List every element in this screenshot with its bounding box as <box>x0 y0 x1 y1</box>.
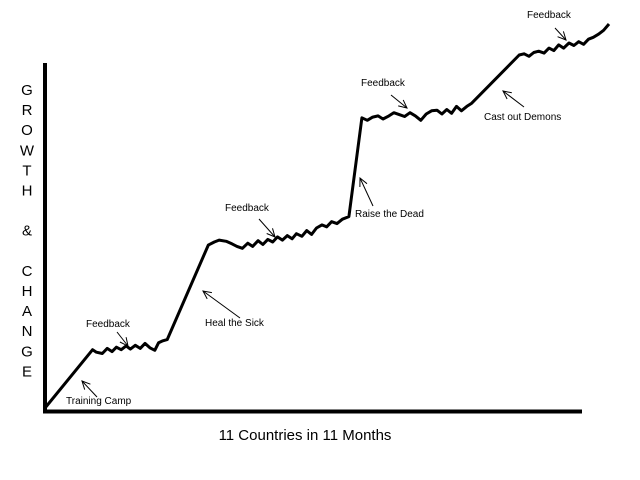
annotation-arrowhead <box>359 176 368 188</box>
series-line <box>43 23 611 409</box>
annotation-label: Raise the Dead <box>355 209 424 220</box>
annotation-label: Feedback <box>527 10 572 21</box>
annotation-arrow <box>359 177 374 207</box>
y-axis-label-letter: O <box>21 122 33 139</box>
y-axis-label-letter: R <box>22 102 33 119</box>
annotation-arrowhead <box>398 99 408 109</box>
annotation-label: Feedback <box>86 319 131 330</box>
y-axis-label-letter: E <box>22 363 32 380</box>
y-axis-label-letter: H <box>22 183 33 200</box>
y-axis-label-letter: & <box>22 223 32 240</box>
y-axis-label-letter: C <box>22 263 33 280</box>
annotation-arrow <box>258 218 276 238</box>
annotation-label: Cast out Demons <box>484 112 561 123</box>
y-axis-label-letter: W <box>20 142 35 159</box>
annotations: Training Camp Feedback Heal the Sick Feedba… <box>66 10 572 407</box>
annotation-arrow <box>116 331 129 347</box>
annotation-label: Training Camp <box>66 396 132 407</box>
y-axis-label-letter: T <box>22 162 31 179</box>
y-axis-label-letter: H <box>22 283 33 300</box>
annotation-arrowhead <box>557 31 567 41</box>
annotation-label: Feedback <box>225 203 270 214</box>
y-axis-label-letter: G <box>21 343 33 360</box>
annotation-arrow <box>390 94 408 109</box>
series-group <box>43 23 611 409</box>
annotation-arrowhead <box>266 228 276 238</box>
annotation-arrow <box>81 380 98 398</box>
annotation-arrowhead <box>502 90 512 100</box>
x-axis-label: 11 Countries in 11 Months <box>219 427 392 444</box>
annotation-arrowhead <box>202 290 212 300</box>
annotation-arrow <box>502 90 525 108</box>
annotation-arrow <box>202 290 241 319</box>
annotation-label: Feedback <box>361 78 406 89</box>
annotation-arrowhead <box>81 380 91 390</box>
annotation-arrow <box>554 27 567 41</box>
annotation-label: Heal the Sick <box>205 318 265 329</box>
y-axis-label-letter: G <box>21 82 33 99</box>
y-axis-label-letter: N <box>22 323 33 340</box>
annotation-arrowhead <box>119 337 129 347</box>
y-axis-label-letter: A <box>22 303 32 320</box>
